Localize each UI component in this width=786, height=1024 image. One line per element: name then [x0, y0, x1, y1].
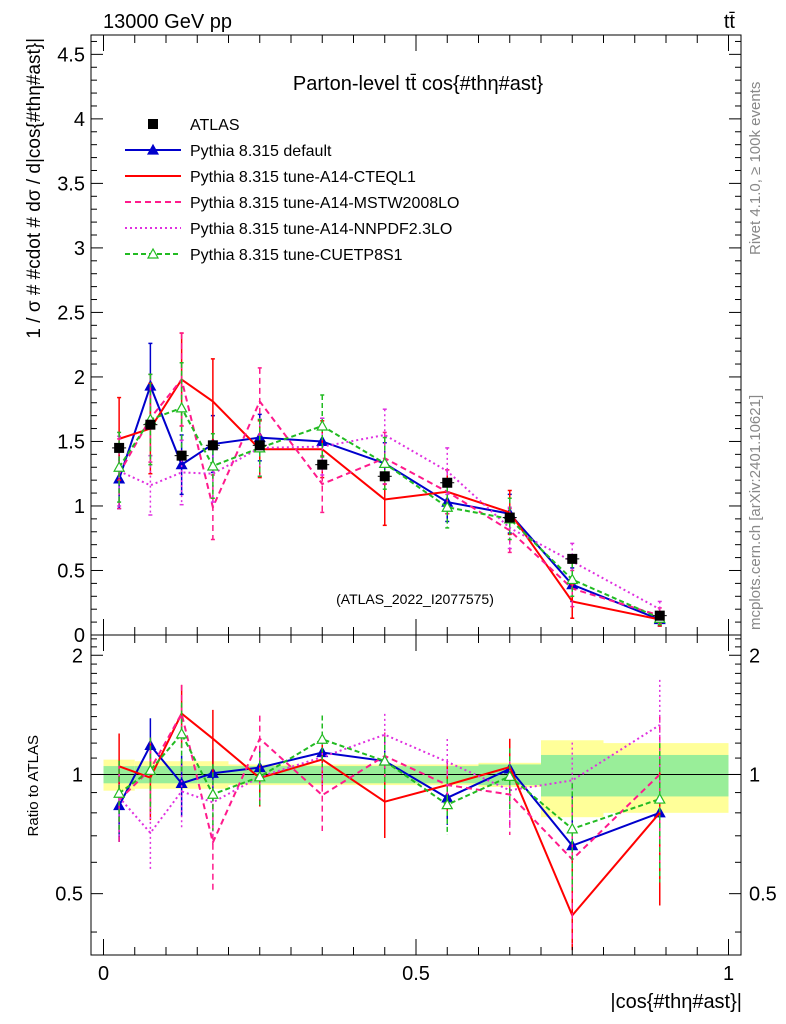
series-3 — [117, 408, 662, 618]
main-plot — [112, 332, 667, 627]
y-tick-label: 4 — [74, 109, 85, 131]
ratio-y-tick-label-right: 2 — [749, 645, 760, 667]
mcplots-label: mcplots.cern.ch [arXiv:2401.10621] — [747, 395, 764, 630]
ratio-series-marker — [503, 770, 516, 781]
legend-marker-4 — [146, 247, 160, 259]
data-point — [654, 610, 665, 621]
ratio-y-axis-label: Ratio to ATLAS — [25, 735, 42, 836]
rivet-label: Rivet 4.1.0, ≥ 100k events — [747, 82, 764, 255]
x-tick-label: 0 — [98, 963, 109, 985]
series-marker — [175, 458, 188, 470]
series-marker — [441, 501, 454, 512]
series-line — [118, 378, 660, 621]
ratio-series-marker — [175, 727, 188, 739]
ratio-series-marker — [441, 798, 454, 810]
y-tick-label: 0.5 — [57, 560, 85, 582]
data-point — [207, 440, 218, 451]
legend-marker-0 — [146, 143, 160, 155]
legend-label-atlas: ATLAS — [190, 117, 240, 134]
data-point — [114, 442, 125, 453]
ratio-series-marker — [113, 787, 126, 798]
y-tick-label: 1.5 — [57, 431, 85, 453]
data-point — [442, 477, 453, 488]
energy-label: 13000 GeV pp — [103, 11, 232, 33]
ratio-y-tick-label: 1 — [72, 764, 83, 786]
data-point — [504, 512, 515, 523]
y-tick-label: 2 — [74, 367, 85, 389]
series-marker — [566, 573, 579, 585]
legend-label-0: Pythia 8.315 default — [190, 143, 332, 160]
legend-label-3: Pythia 8.315 tune-A14-NNPDF2.3LO — [190, 221, 452, 238]
legend-label-1: Pythia 8.315 tune-A14-CTEQL1 — [190, 169, 416, 186]
legend-marker-atlas — [148, 119, 158, 129]
ratio-y-tick-label: 2 — [72, 645, 83, 667]
ratio-series-marker — [653, 792, 666, 804]
x-axis-label: |cos{#thη#ast}| — [610, 991, 742, 1013]
series-marker — [175, 401, 188, 413]
main-frame — [90, 34, 742, 636]
ratio-y-tick-label: 0.5 — [55, 884, 83, 906]
y-tick-label: 0 — [74, 625, 85, 647]
ratio-series-marker — [206, 788, 219, 799]
series-marker — [113, 461, 126, 472]
legend-label-4: Pythia 8.315 tune-CUETP8S1 — [190, 247, 403, 264]
y-tick-label: 2.5 — [57, 302, 85, 324]
y-tick-label: 4.5 — [57, 44, 85, 66]
ratio-series-4 — [113, 702, 666, 891]
ratio-series-marker — [566, 822, 579, 834]
chart-title: Parton-level tt̄ cos{#thη#ast} — [293, 73, 543, 95]
series-line — [118, 383, 661, 621]
series-marker — [378, 457, 391, 468]
ratio-plot — [91, 679, 741, 951]
series-marker — [206, 459, 219, 471]
ratio-series-marker — [253, 770, 266, 782]
ratio-series-marker — [378, 754, 391, 766]
data-point — [254, 440, 265, 451]
data-points — [112, 419, 667, 621]
series-0 — [113, 342, 666, 627]
data-point — [567, 553, 578, 564]
ratio-series-line — [118, 732, 661, 830]
series-marker — [316, 419, 329, 431]
y-tick-label: 1 — [74, 496, 85, 518]
y-axis-label: 1 / σ # #cdot # dσ / d|cos{#thη#ast}| — [24, 38, 45, 339]
y-tick-label: 3.5 — [57, 173, 85, 195]
frames: 00.511.522.533.544.50.5 0.51 12 20 0.5 1 — [55, 34, 777, 985]
y-tick-label: 3 — [74, 238, 85, 260]
legend: ATLAS Pythia 8.315 default Pythia 8.315 tu… — [125, 117, 459, 264]
ratio-series-marker — [144, 764, 157, 775]
ratio-y-tick-label-right: 1 — [749, 764, 760, 786]
ratio-series-marker — [175, 777, 188, 788]
ratio-series-1 — [118, 684, 661, 951]
series-4 — [113, 361, 666, 626]
data-point — [176, 450, 187, 461]
data-point — [317, 459, 328, 470]
ratio-band-inner — [541, 754, 604, 797]
x-tick-label: 1 — [723, 963, 734, 985]
ratio-band-inner — [603, 754, 729, 797]
ratio-series-marker — [316, 733, 329, 744]
analysis-label: (ATLAS_2022_I2077575) — [336, 591, 494, 607]
ratio-series-line — [118, 710, 661, 861]
legend-label-2: Pythia 8.315 tune-A14-MSTW2008LO — [190, 195, 459, 212]
ratio-y-tick-label-right: 0.5 — [749, 884, 777, 906]
series-line — [118, 377, 661, 617]
data-point — [379, 471, 390, 482]
x-tick-label: 0.5 — [402, 963, 430, 985]
process-label: tt̄ — [724, 11, 736, 33]
data-point — [145, 419, 156, 430]
